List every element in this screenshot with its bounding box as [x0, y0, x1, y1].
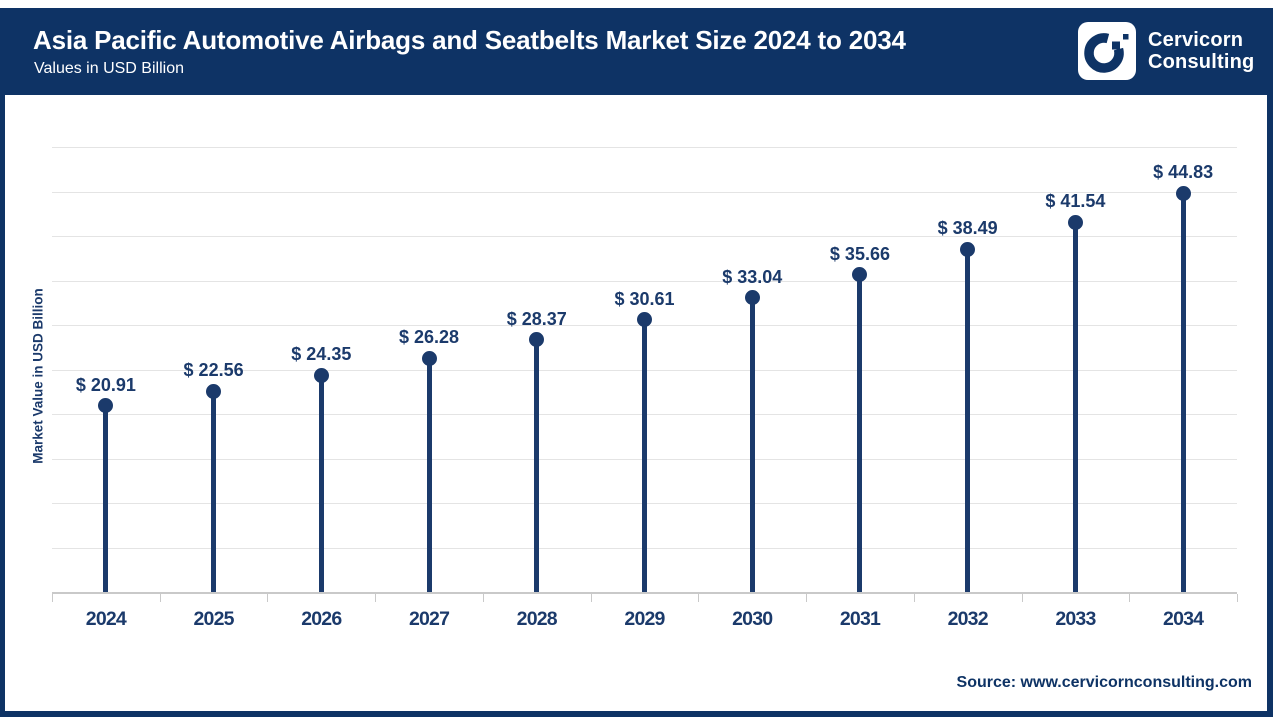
- logo: Cervicorn Consulting: [1078, 22, 1254, 80]
- x-tick-label-2033: 2033: [1055, 608, 1096, 630]
- x-tick-label-2026: 2026: [301, 608, 342, 630]
- x-axis-tick: [698, 594, 700, 602]
- x-tick-label-2024: 2024: [85, 608, 127, 630]
- lollipop-stem-2031: [857, 274, 863, 592]
- logo-line1: Cervicorn: [1148, 29, 1244, 51]
- gridline: [52, 236, 1237, 237]
- frame-border-right: [1267, 8, 1273, 717]
- x-tick-label-2034: 2034: [1163, 608, 1204, 630]
- x-axis-tick: [482, 594, 484, 602]
- x-tick-label-2027: 2027: [408, 608, 450, 630]
- gridline: [52, 191, 1237, 193]
- x-axis-tick: [1237, 594, 1238, 602]
- page-subtitle: Values in USD Billion: [34, 60, 184, 77]
- frame-border-left: [0, 8, 5, 717]
- value-label-2032: $ 38.49: [937, 218, 998, 239]
- lollipop-stem-2024: [103, 405, 109, 592]
- x-tick-label-2028: 2028: [516, 608, 558, 630]
- x-axis-tick: [375, 594, 377, 602]
- lollipop-marker-2030: [744, 290, 760, 306]
- x-axis-tick: [159, 594, 161, 602]
- plot-area: $ 20.91 2024 $ 22.56 2025 $ 24.35 2026 $ 26.28…: [52, 147, 1238, 630]
- lollipop-marker-2026: [313, 367, 329, 383]
- lollipop-marker-2024: [98, 398, 114, 414]
- lollipop-stem-2034: [1180, 193, 1186, 592]
- x-axis-tick: [806, 594, 808, 602]
- x-tick-label-2032: 2032: [947, 608, 989, 630]
- x-axis-tick: [590, 594, 592, 602]
- lollipop-stem-2026: [318, 375, 324, 592]
- header-bar: Asia Pacific Automotive Airbags and Seat…: [0, 8, 1272, 95]
- x-axis-tick: [52, 594, 53, 602]
- value-label-2025: $ 22.56: [183, 360, 244, 381]
- x-tick-label-2029: 2029: [624, 608, 665, 630]
- logo-line2: Consulting: [1148, 51, 1255, 73]
- x-axis-tick: [1129, 594, 1131, 602]
- x-axis-tick: [1021, 594, 1023, 602]
- value-label-2024: $ 20.91: [75, 374, 136, 395]
- lollipop-stem-2027: [426, 358, 432, 592]
- x-axis-tick: [267, 594, 269, 602]
- page-title: Asia Pacific Automotive Airbags and Seat…: [33, 25, 906, 55]
- value-label-2030: $ 33.04: [722, 266, 783, 287]
- value-label-2029: $ 30.61: [614, 288, 675, 309]
- lollipop-marker-2025: [206, 383, 222, 399]
- cervicorn-logo-icon: [1078, 22, 1136, 80]
- lollipop-stem-2025: [211, 391, 217, 592]
- lollipop-marker-2034: [1175, 185, 1191, 201]
- logo-wordmark: Cervicorn Consulting: [1148, 29, 1254, 73]
- x-tick-label-2030: 2030: [732, 608, 773, 630]
- x-axis-tick: [913, 594, 915, 602]
- lollipop-stem-2033: [1072, 222, 1078, 592]
- lollipop-stem-2032: [965, 249, 971, 592]
- gridline: [52, 147, 1237, 148]
- lollipop-marker-2031: [852, 267, 868, 283]
- lollipop-marker-2029: [637, 312, 652, 328]
- x-axis-line: [52, 592, 1237, 594]
- lollipop-stem-2030: [749, 297, 755, 592]
- lollipop-stem-2028: [534, 339, 540, 592]
- value-label-2026: $ 24.35: [291, 344, 352, 365]
- gridline: [52, 280, 1237, 282]
- value-label-2027: $ 26.28: [399, 327, 460, 348]
- value-label-2031: $ 35.66: [829, 243, 890, 264]
- lollipop-stem-2029: [642, 319, 647, 592]
- lollipop-marker-2027: [421, 350, 437, 366]
- frame-border-bottom: [0, 711, 1273, 717]
- value-label-2028: $ 28.37: [506, 308, 567, 329]
- lollipop-marker-2032: [960, 241, 976, 257]
- value-label-2033: $ 41.54: [1045, 191, 1106, 212]
- lollipop-marker-2033: [1067, 214, 1083, 230]
- lollipop-marker-2028: [529, 332, 545, 347]
- source-note: Source: www.cervicornconsulting.com: [956, 674, 1252, 691]
- value-label-2034: $ 44.83: [1153, 162, 1214, 182]
- x-tick-label-2031: 2031: [839, 608, 881, 630]
- x-tick-label-2025: 2025: [193, 608, 234, 630]
